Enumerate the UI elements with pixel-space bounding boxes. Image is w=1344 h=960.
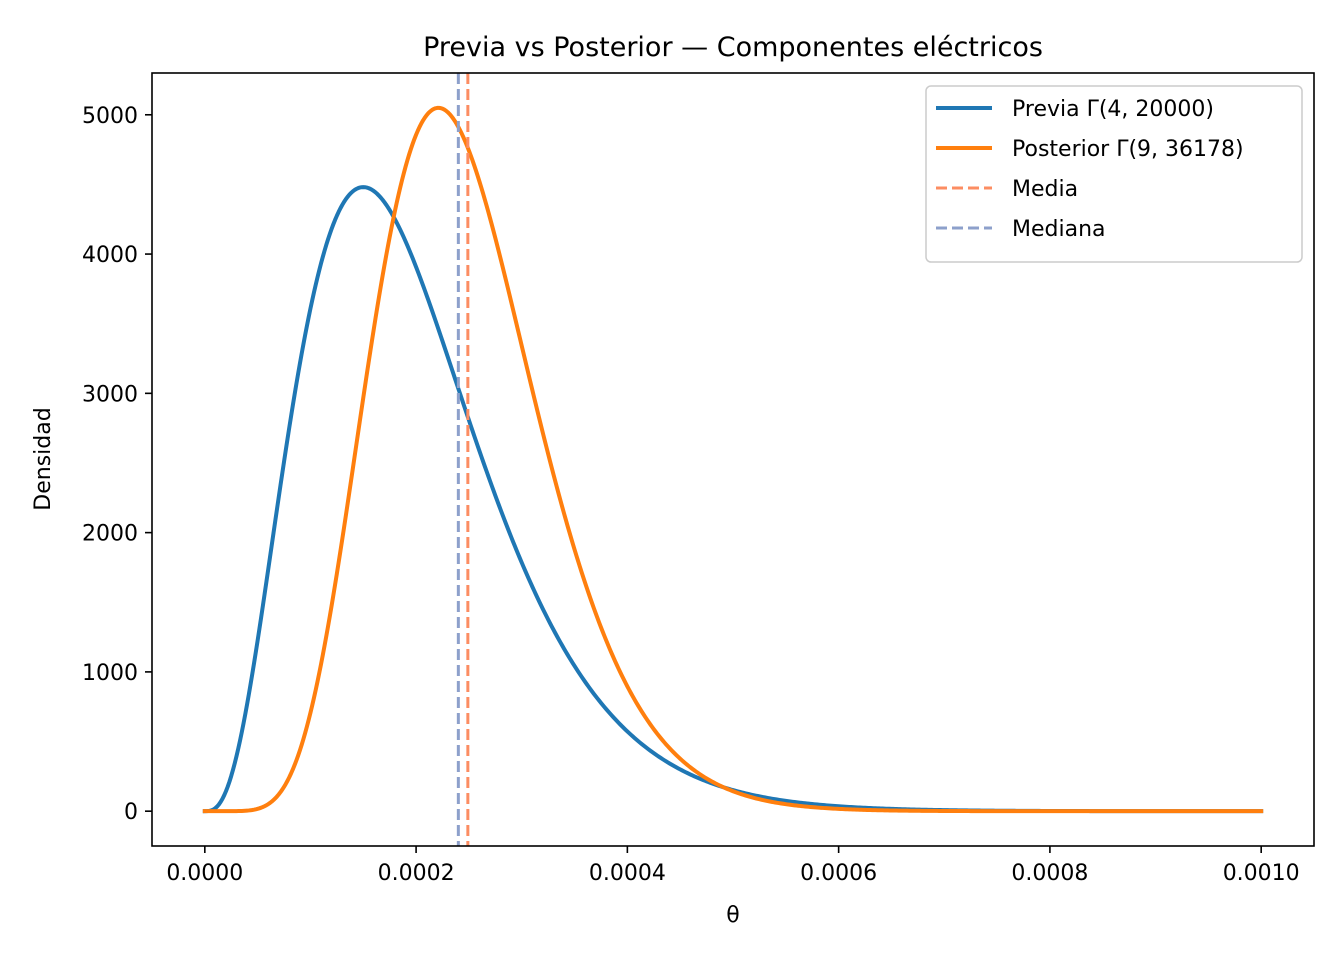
x-tick-label: 0.0000 <box>166 861 243 886</box>
x-tick-label: 0.0010 <box>1223 861 1300 886</box>
y-axis-label: Densidad <box>31 407 56 510</box>
legend-label: Mediana <box>1012 217 1106 242</box>
legend-box <box>925 85 1303 263</box>
x-tick-label: 0.0004 <box>589 861 666 886</box>
axes-frame <box>151 72 1315 847</box>
x-axis-label: θ <box>726 903 739 928</box>
y-tick-label: 3000 <box>82 382 138 407</box>
x-tick-label: 0.0002 <box>378 861 455 886</box>
x-tick-label: 0.0008 <box>1011 861 1088 886</box>
series-group <box>202 73 1264 846</box>
legend: Previa Γ(4, 20000) Posterior Γ(9, 36178) M… <box>925 85 1303 263</box>
y-tick-label: 4000 <box>82 243 138 268</box>
x-tick-label: 0.0006 <box>800 861 877 886</box>
axis-ticks: 0.0000 0.0002 0.0004 0.0006 0.0008 0.0010 0 100… <box>82 104 1300 886</box>
series-posterior-9-36178-line <box>202 105 1264 814</box>
legend-label: Posterior Γ(9, 36178) <box>1012 137 1244 162</box>
chart-title: Previa vs Posterior — Componentes eléctr… <box>423 32 1043 63</box>
y-tick-label: 5000 <box>82 104 138 129</box>
y-tick-label: 2000 <box>82 522 138 547</box>
y-tick-label: 0 <box>124 800 138 825</box>
y-tick-label: 1000 <box>82 661 138 686</box>
legend-label: Previa Γ(4, 20000) <box>1012 97 1214 122</box>
legend-label: Media <box>1012 177 1078 202</box>
plot-area <box>202 73 1264 846</box>
